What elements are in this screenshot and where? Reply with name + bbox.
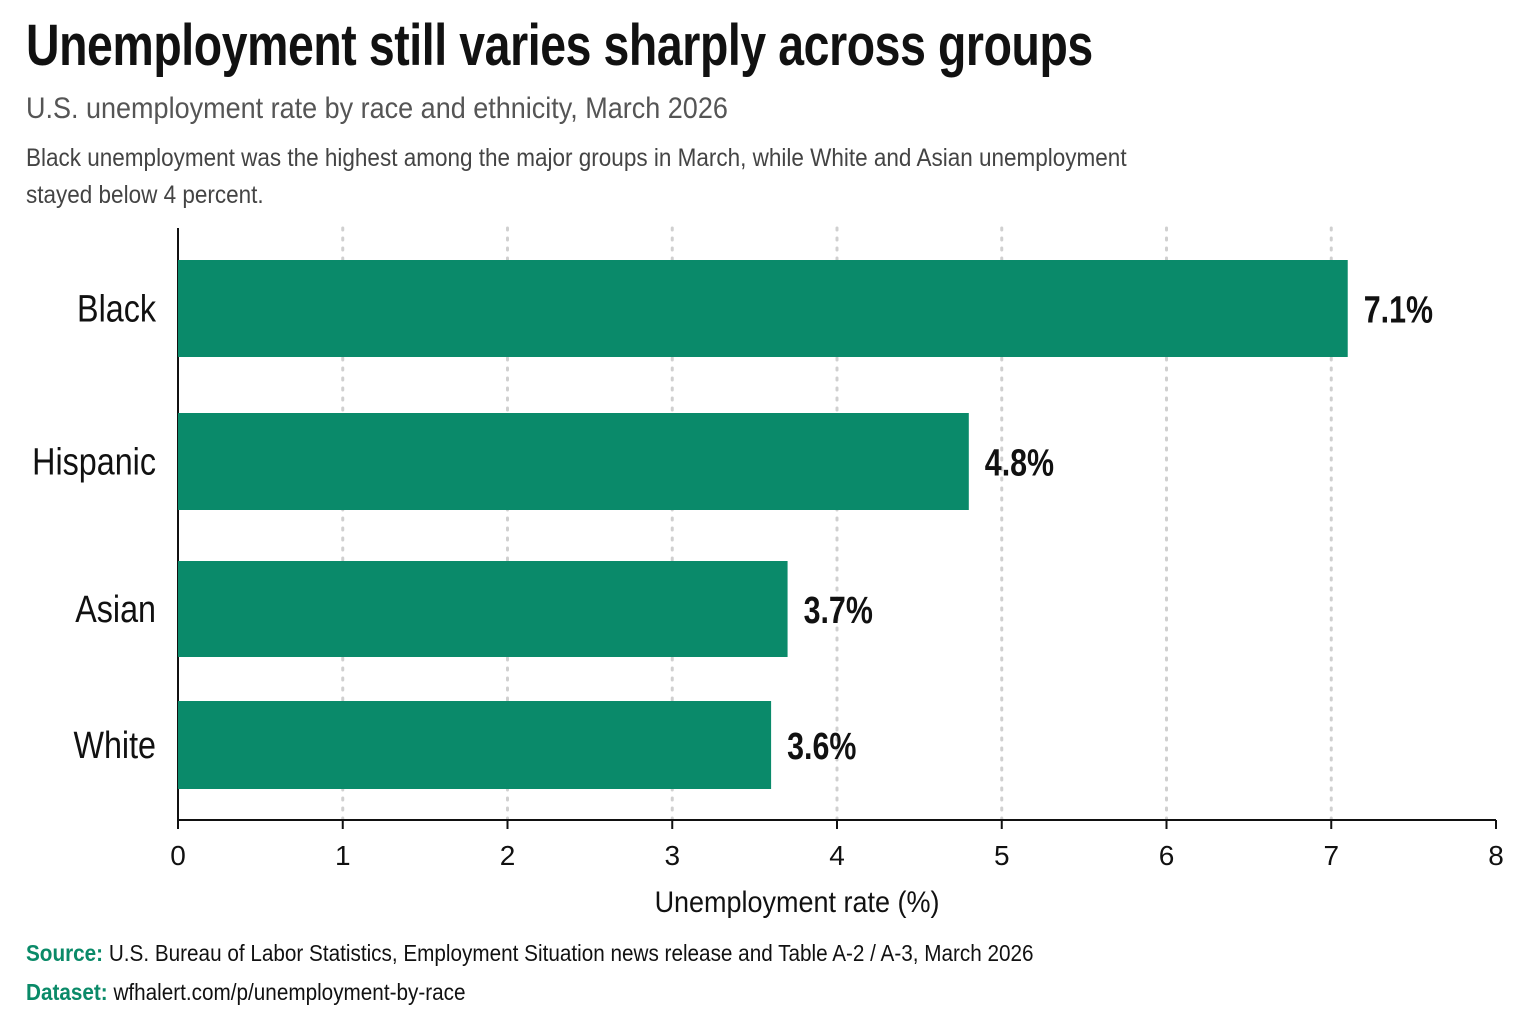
x-tick-label: 3 xyxy=(664,840,680,871)
bar-asian xyxy=(178,561,788,657)
x-axis-label: Unemployment rate (%) xyxy=(655,886,940,920)
category-label: White xyxy=(73,725,156,767)
source-text: U.S. Bureau of Labor Statistics, Employm… xyxy=(108,940,1034,966)
chart-title: Unemployment still varies sharply across… xyxy=(26,13,1093,78)
x-tick-label: 7 xyxy=(1323,840,1339,871)
source-label: Source: xyxy=(26,940,104,966)
dataset-note: Dataset: wfhalert.com/p/unemployment-by-… xyxy=(26,979,465,1006)
x-tick-label: 6 xyxy=(1159,840,1175,871)
data-label: 7.1% xyxy=(1364,289,1433,331)
dataset-label: Dataset: xyxy=(26,979,108,1005)
source-note: Source: U.S. Bureau of Labor Statistics,… xyxy=(26,940,1034,967)
x-tick-label: 5 xyxy=(994,840,1010,871)
bar-white xyxy=(178,701,772,789)
x-tick-label: 8 xyxy=(1488,840,1504,871)
category-label: Black xyxy=(77,288,156,330)
data-label: 3.7% xyxy=(804,590,873,632)
data-label: 4.8% xyxy=(985,442,1054,484)
x-tick-label: 4 xyxy=(829,840,845,871)
chart-subtitle: U.S. unemployment rate by race and ethni… xyxy=(26,92,728,125)
x-tick-label: 0 xyxy=(170,840,186,871)
category-label: Asian xyxy=(75,589,156,631)
bar-black xyxy=(178,260,1348,357)
x-tick-label: 2 xyxy=(500,840,516,871)
bar-hispanic xyxy=(178,413,969,510)
chart-description: Black unemployment was the highest among… xyxy=(26,144,1127,209)
x-tick-label: 1 xyxy=(335,840,351,871)
data-label: 3.6% xyxy=(787,726,856,768)
dataset-link[interactable]: wfhalert.com/p/unemployment-by-race xyxy=(113,979,466,1005)
category-label: Hispanic xyxy=(32,441,156,483)
